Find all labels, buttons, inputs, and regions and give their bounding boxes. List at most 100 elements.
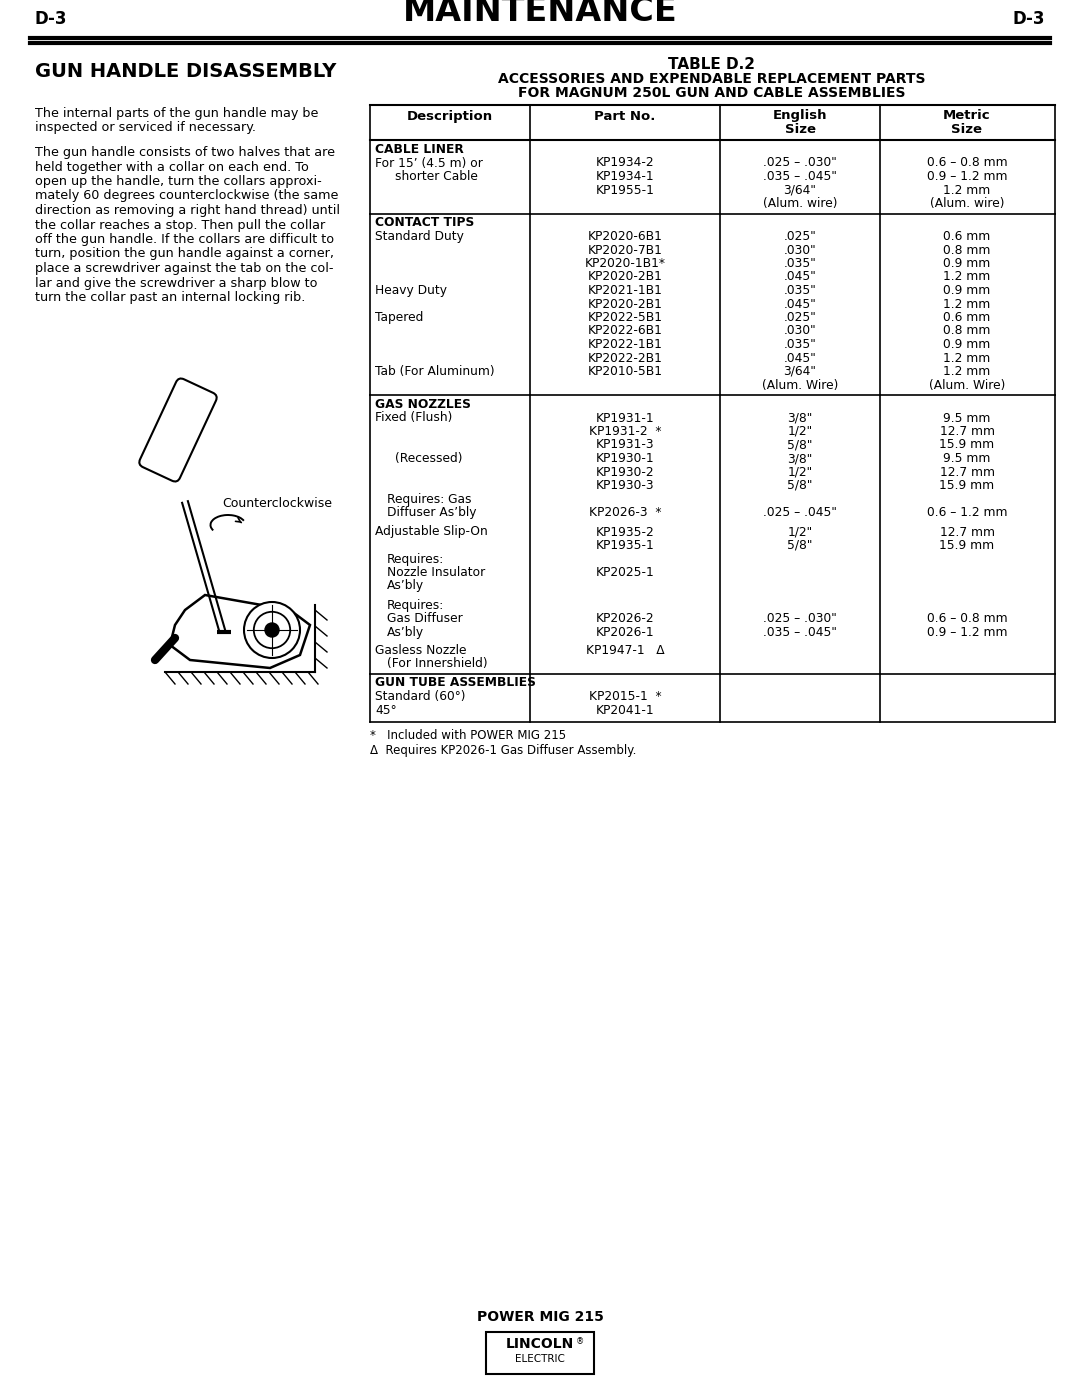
Text: the collar reaches a stop. Then pull the collar: the collar reaches a stop. Then pull the… (35, 218, 325, 232)
Text: 0.9 mm: 0.9 mm (943, 338, 990, 351)
Text: (Recessed): (Recessed) (395, 453, 462, 465)
Text: KP1947-1   Δ: KP1947-1 Δ (585, 644, 664, 657)
Text: .045": .045" (784, 298, 816, 310)
Text: Gasless Nozzle: Gasless Nozzle (375, 644, 467, 657)
Text: KP1934-2: KP1934-2 (596, 156, 654, 169)
Text: .025 – .045": .025 – .045" (764, 506, 837, 520)
Text: 3/64": 3/64" (784, 183, 816, 197)
Text: KP2022-5B1: KP2022-5B1 (588, 312, 662, 324)
Text: .025 – .030": .025 – .030" (764, 612, 837, 626)
Text: KP1930-1: KP1930-1 (596, 453, 654, 465)
Text: 0.6 – 1.2 mm: 0.6 – 1.2 mm (927, 506, 1008, 520)
Text: English: English (773, 109, 827, 122)
Text: Counterclockwise: Counterclockwise (222, 497, 332, 510)
Text: KP1931-3: KP1931-3 (596, 439, 654, 451)
Text: (Alum. wire): (Alum. wire) (930, 197, 1004, 210)
Text: held together with a collar on each end. To: held together with a collar on each end.… (35, 161, 309, 173)
Text: 0.6 mm: 0.6 mm (943, 312, 990, 324)
Text: 1.2 mm: 1.2 mm (943, 298, 990, 310)
Text: (For Innershield): (For Innershield) (387, 657, 488, 671)
Text: KP2020-1B1*: KP2020-1B1* (584, 257, 665, 270)
Text: TABLE D.2: TABLE D.2 (669, 57, 756, 73)
Text: 0.8 mm: 0.8 mm (943, 243, 990, 257)
Text: (Alum. wire): (Alum. wire) (762, 197, 837, 210)
Text: KP2021-1B1: KP2021-1B1 (588, 284, 662, 298)
Text: 15.9 mm: 15.9 mm (940, 479, 995, 492)
Text: 3/64": 3/64" (784, 365, 816, 379)
Text: *   Included with POWER MIG 215: * Included with POWER MIG 215 (370, 729, 566, 742)
Text: KP1934-1: KP1934-1 (596, 170, 654, 183)
Text: .045": .045" (784, 271, 816, 284)
Text: Size: Size (784, 123, 815, 136)
Text: direction as removing a right hand thread) until: direction as removing a right hand threa… (35, 204, 340, 217)
Text: 0.9 – 1.2 mm: 0.9 – 1.2 mm (927, 170, 1008, 183)
FancyBboxPatch shape (139, 379, 217, 482)
Text: GUN HANDLE DISASSEMBLY: GUN HANDLE DISASSEMBLY (35, 61, 336, 81)
Text: KP2020-7B1: KP2020-7B1 (588, 243, 662, 257)
Text: 12.7 mm: 12.7 mm (940, 465, 995, 479)
Text: 15.9 mm: 15.9 mm (940, 539, 995, 552)
Text: shorter Cable: shorter Cable (395, 170, 477, 183)
Text: KP1935-1: KP1935-1 (596, 539, 654, 552)
Text: 12.7 mm: 12.7 mm (940, 425, 995, 439)
Text: .025": .025" (784, 312, 816, 324)
Text: KP1931-2  *: KP1931-2 * (589, 425, 661, 439)
Text: KP2026-2: KP2026-2 (596, 612, 654, 626)
Text: Description: Description (407, 110, 494, 123)
Text: 9.5 mm: 9.5 mm (943, 453, 990, 465)
Text: POWER MIG 215: POWER MIG 215 (476, 1310, 604, 1324)
Text: 1/2": 1/2" (787, 525, 812, 538)
Text: 0.6 mm: 0.6 mm (943, 231, 990, 243)
Text: KP2026-1: KP2026-1 (596, 626, 654, 638)
Text: Heavy Duty: Heavy Duty (375, 284, 447, 298)
Text: .045": .045" (784, 352, 816, 365)
Text: KP2025-1: KP2025-1 (596, 566, 654, 578)
Text: 3/8": 3/8" (787, 453, 812, 465)
Text: KP1931-1: KP1931-1 (596, 412, 654, 425)
Text: KP1955-1: KP1955-1 (595, 183, 654, 197)
Text: For 15’ (4.5 m) or: For 15’ (4.5 m) or (375, 156, 483, 169)
Text: Tapered: Tapered (375, 312, 423, 324)
Text: The gun handle consists of two halves that are: The gun handle consists of two halves th… (35, 147, 335, 159)
Text: 15.9 mm: 15.9 mm (940, 439, 995, 451)
Text: 0.6 – 0.8 mm: 0.6 – 0.8 mm (927, 156, 1008, 169)
Text: FOR MAGNUM 250L GUN AND CABLE ASSEMBLIES: FOR MAGNUM 250L GUN AND CABLE ASSEMBLIES (518, 87, 906, 101)
Text: KP1930-3: KP1930-3 (596, 479, 654, 492)
Text: Metric: Metric (943, 109, 990, 122)
Text: Standard (60°): Standard (60°) (375, 690, 465, 703)
Text: mately 60 degrees counterclockwise (the same: mately 60 degrees counterclockwise (the … (35, 190, 338, 203)
Text: 1/2": 1/2" (787, 425, 812, 439)
Text: 0.9 mm: 0.9 mm (943, 284, 990, 298)
Text: turn, position the gun handle against a corner,: turn, position the gun handle against a … (35, 247, 334, 260)
Text: 1/2": 1/2" (787, 465, 812, 479)
Text: KP2010-5B1: KP2010-5B1 (588, 365, 662, 379)
Text: CONTACT TIPS: CONTACT TIPS (375, 217, 474, 229)
Text: Standard Duty: Standard Duty (375, 231, 464, 243)
Text: turn the collar past an internal locking rib.: turn the collar past an internal locking… (35, 291, 306, 305)
Text: open up the handle, turn the collars approxi-: open up the handle, turn the collars app… (35, 175, 322, 189)
Text: 0.6 – 0.8 mm: 0.6 – 0.8 mm (927, 612, 1008, 626)
Circle shape (265, 623, 279, 637)
Text: Size: Size (951, 123, 983, 136)
Text: As’bly: As’bly (387, 580, 424, 592)
Text: .035": .035" (784, 257, 816, 270)
Text: off the gun handle. If the collars are difficult to: off the gun handle. If the collars are d… (35, 233, 334, 246)
Text: 3/8": 3/8" (787, 412, 812, 425)
Bar (486, 1331, 594, 1375)
Text: 0.9 mm: 0.9 mm (943, 257, 990, 270)
Text: Requires:: Requires: (387, 552, 444, 566)
Text: Adjustable Slip-On: Adjustable Slip-On (375, 525, 488, 538)
Text: MAINTENANCE: MAINTENANCE (403, 0, 677, 28)
Text: 1.2 mm: 1.2 mm (943, 271, 990, 284)
Text: KP2020-2B1: KP2020-2B1 (588, 271, 662, 284)
Text: 1.2 mm: 1.2 mm (943, 183, 990, 197)
Text: .030": .030" (784, 243, 816, 257)
Text: .035 – .045": .035 – .045" (764, 170, 837, 183)
Text: 5/8": 5/8" (787, 539, 812, 552)
Text: 45°: 45° (375, 704, 396, 717)
Text: .035": .035" (784, 338, 816, 351)
Text: KP2022-6B1: KP2022-6B1 (588, 324, 662, 338)
Text: GUN TUBE ASSEMBLIES: GUN TUBE ASSEMBLIES (375, 676, 536, 690)
Text: .025": .025" (784, 231, 816, 243)
Text: KP2015-1  *: KP2015-1 * (589, 690, 661, 703)
